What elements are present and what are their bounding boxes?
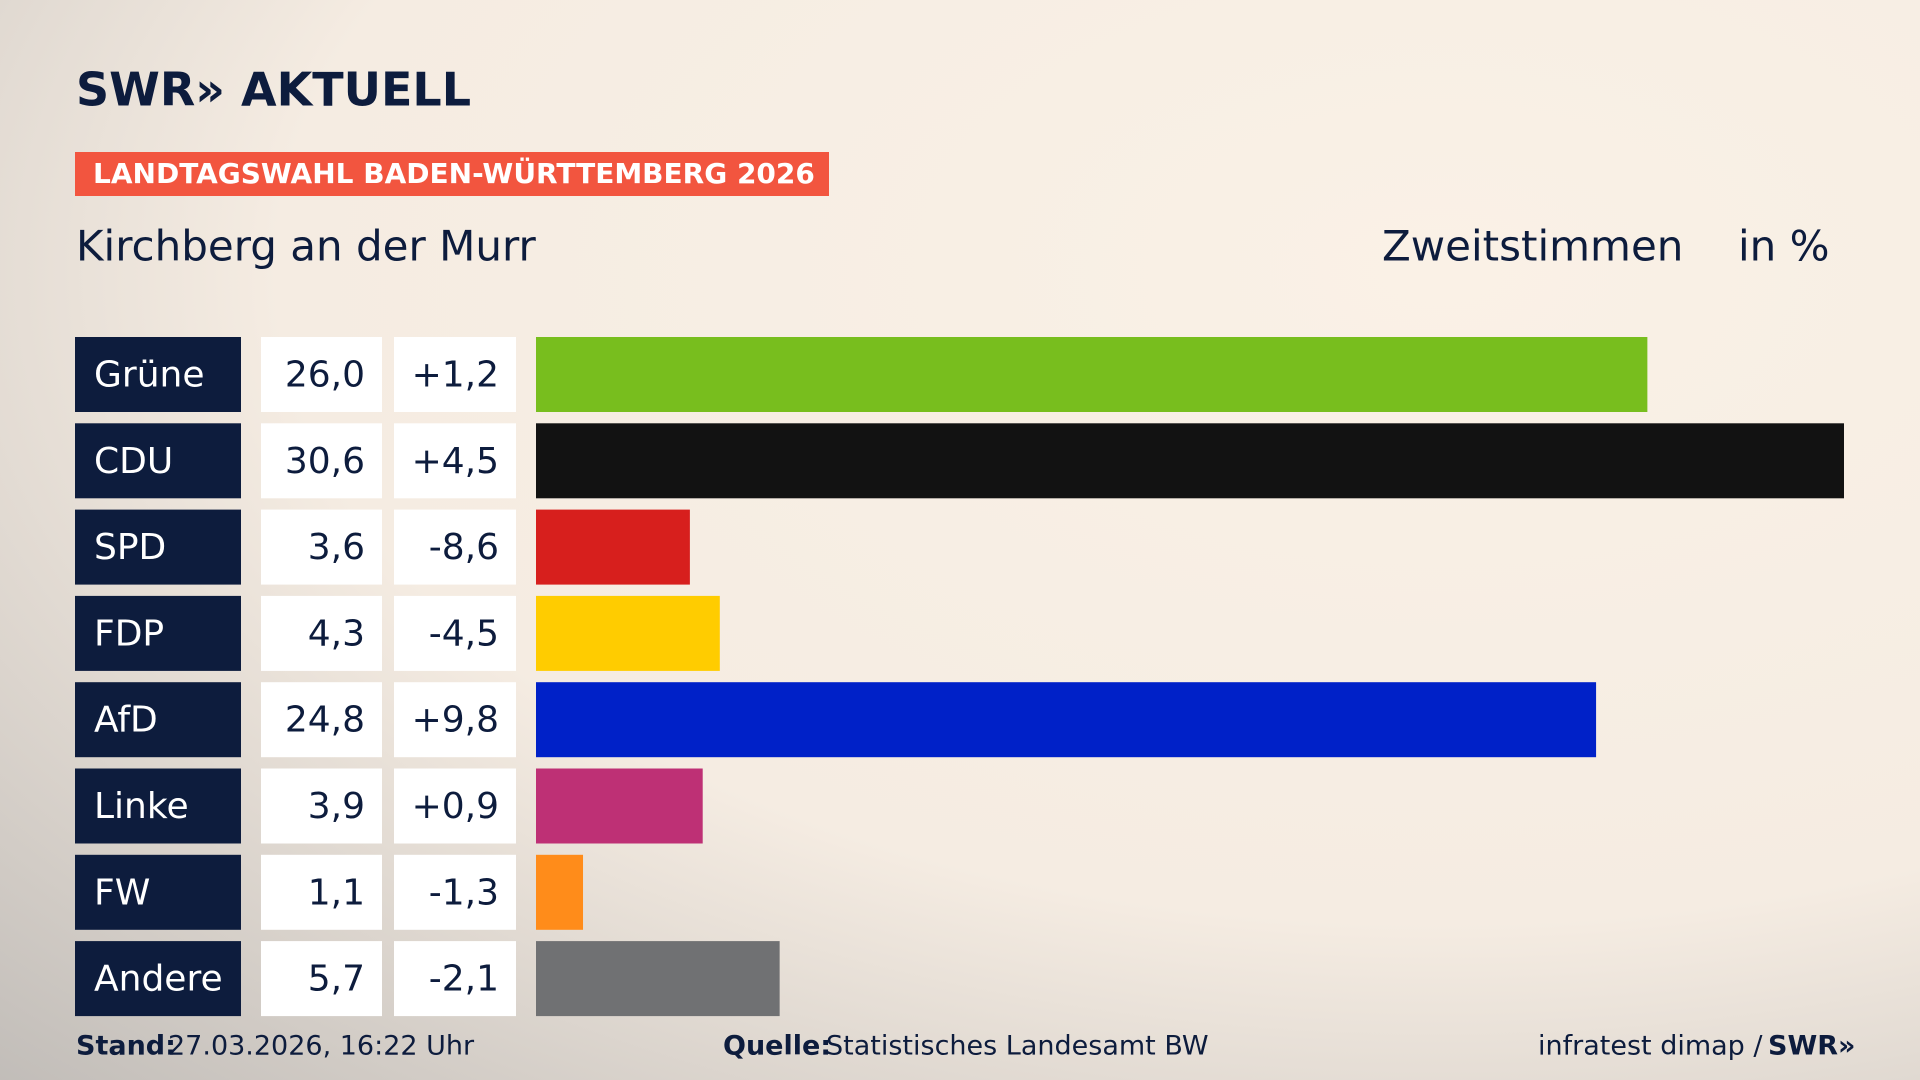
change-label: -8,6 bbox=[429, 527, 499, 568]
chart-title: Kirchberg an der Murr bbox=[76, 222, 537, 271]
change-box bbox=[394, 682, 516, 758]
bar bbox=[536, 595, 720, 671]
value-label: 3,9 bbox=[308, 786, 365, 827]
bar bbox=[536, 854, 584, 930]
change-label: -2,1 bbox=[429, 959, 499, 1000]
party-label: Andere bbox=[94, 959, 223, 1000]
change-box bbox=[394, 337, 516, 412]
party-box bbox=[75, 595, 241, 671]
bar bbox=[536, 509, 690, 585]
change-label: +1,2 bbox=[412, 355, 499, 396]
measure: Zweitstimmen bbox=[1382, 222, 1683, 271]
value-box bbox=[261, 854, 382, 930]
value-label: 24,8 bbox=[285, 700, 365, 741]
value-box bbox=[261, 682, 382, 758]
party-label: CDU bbox=[94, 441, 173, 482]
value-box bbox=[261, 509, 382, 585]
change-label: +4,5 bbox=[412, 441, 499, 482]
value-label: 4,3 bbox=[308, 613, 365, 654]
value-box bbox=[261, 337, 382, 412]
change-label: -1,3 bbox=[429, 872, 499, 913]
change-label: -4,5 bbox=[429, 613, 499, 654]
value-label: 1,1 bbox=[308, 872, 365, 913]
change-box bbox=[394, 854, 516, 930]
banner: LANDTAGSWAHL BADEN-WÜRTTEMBERG 2026 bbox=[93, 156, 815, 190]
value-label: 26,0 bbox=[285, 355, 365, 396]
value-box bbox=[261, 941, 382, 1017]
value-box bbox=[261, 423, 382, 499]
party-label: AfD bbox=[94, 700, 158, 741]
bar bbox=[536, 423, 1844, 499]
change-box bbox=[394, 768, 516, 844]
value-box bbox=[261, 595, 382, 671]
party-box bbox=[75, 509, 241, 585]
party-label: FW bbox=[94, 872, 150, 913]
unit: in % bbox=[1738, 222, 1830, 271]
brand-logo: SWR» AKTUELL bbox=[76, 63, 471, 117]
party-label: Linke bbox=[94, 786, 189, 827]
party-box bbox=[75, 337, 241, 412]
credit-brand: SWR» bbox=[1768, 1031, 1855, 1062]
party-box bbox=[75, 854, 241, 930]
party-box bbox=[75, 423, 241, 499]
bar bbox=[536, 768, 703, 844]
banner-bg bbox=[75, 152, 829, 196]
change-box bbox=[394, 941, 516, 1017]
bar bbox=[536, 337, 1648, 412]
party-label: FDP bbox=[94, 613, 164, 654]
bar bbox=[536, 941, 780, 1017]
party-box bbox=[75, 941, 241, 1017]
party-box bbox=[75, 682, 241, 758]
change-box bbox=[394, 423, 516, 499]
source: Statistisches Landesamt BW bbox=[826, 1031, 1209, 1062]
value-label: 3,6 bbox=[308, 527, 365, 568]
party-label: Grüne bbox=[94, 355, 204, 396]
bar bbox=[536, 682, 1597, 758]
change-label: +0,9 bbox=[412, 786, 499, 827]
value-label: 30,6 bbox=[285, 441, 365, 482]
value-label: 5,7 bbox=[308, 959, 365, 1000]
source-label: Quelle: bbox=[723, 1031, 831, 1062]
change-box bbox=[394, 509, 516, 585]
party-label: SPD bbox=[94, 527, 166, 568]
change-label: +9,8 bbox=[412, 700, 499, 741]
value-box bbox=[261, 768, 382, 844]
stand-label: Stand: bbox=[76, 1031, 176, 1062]
stand: 27.03.2026, 16:22 Uhr bbox=[168, 1031, 475, 1062]
change-box bbox=[394, 595, 516, 671]
credit: infratest dimap / bbox=[1538, 1031, 1763, 1062]
party-box bbox=[75, 768, 241, 844]
